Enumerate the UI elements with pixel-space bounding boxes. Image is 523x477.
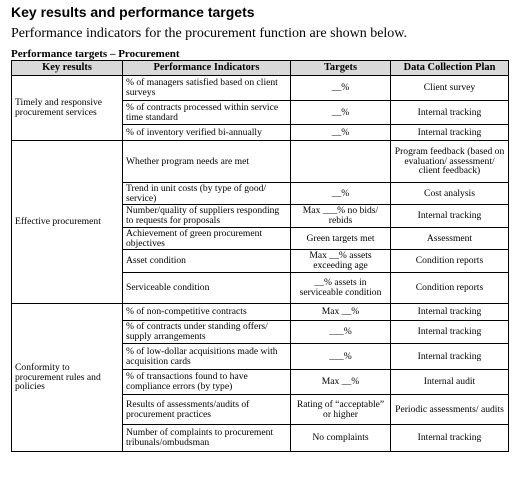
indicator-cell: Results of assessments/audits of procure… (122, 394, 291, 425)
target-cell: No complaints (290, 424, 391, 452)
plan-cell: Internal tracking (390, 100, 509, 125)
plan-cell: Internal tracking (390, 320, 509, 344)
key-result-cell: Conformity to procurement rules and poli… (11, 303, 123, 452)
plan-cell: Internal tracking (390, 343, 509, 370)
target-cell: __% (290, 75, 391, 101)
target-cell: Max ___% no bids/ rebids (290, 204, 391, 228)
plan-cell: Client survey (390, 75, 509, 101)
target-cell: __% assets in serviceable condition (290, 272, 391, 304)
table-row: Number of complaints to procurement trib… (12, 424, 509, 452)
table-row: Number/quality of suppliers responding t… (12, 204, 509, 228)
indicator-cell: % of contracts under standing offers/ su… (122, 320, 291, 344)
target-cell: Rating of “acceptable” or higher (290, 394, 391, 425)
indicator-cell: % of low-dollar acquisitions made with a… (122, 343, 291, 370)
plan-cell: Internal tracking (390, 303, 509, 321)
plan-cell: Internal tracking (390, 204, 509, 228)
key-result-cell: Effective procurement (11, 140, 123, 304)
plan-cell: Condition reports (390, 272, 509, 304)
indicator-cell: Number of complaints to procurement trib… (122, 424, 291, 452)
plan-cell: Internal tracking (390, 424, 509, 452)
plan-cell: Assessment (390, 227, 509, 250)
table-row: % of transactions found to have complian… (12, 369, 509, 395)
target-cell: Max __% assets exceeding age (290, 249, 391, 273)
indicator-cell: % of transactions found to have complian… (122, 369, 291, 395)
column-header-targets: Targets (290, 60, 391, 76)
plan-cell: Periodic assessments/ audits (390, 394, 509, 425)
intro-paragraph: Performance indicators for the procureme… (11, 26, 408, 41)
key-result-cell: Timely and responsive procurement servic… (11, 75, 123, 141)
indicator-cell: Trend in unit costs (by type of good/ se… (122, 182, 291, 205)
plan-cell: Internal audit (390, 369, 509, 395)
indicator-cell: % of inventory verified bi-annually (122, 124, 291, 141)
target-cell: ___% (290, 320, 391, 344)
table-row: Serviceable condition __% assets in serv… (12, 272, 509, 304)
table-row: % of contracts under standing offers/ su… (12, 320, 509, 344)
indicator-cell: Whether program needs are met (122, 140, 291, 183)
table-row: Achievement of green procurement objecti… (12, 227, 509, 250)
plan-cell: Cost analysis (390, 182, 509, 205)
indicator-cell: Number/quality of suppliers responding t… (122, 204, 291, 228)
target-cell (290, 140, 391, 183)
table-caption: Performance targets – Procurement (11, 48, 180, 60)
indicator-cell: Serviceable condition (122, 272, 291, 304)
section-heading: Key results and performance targets (11, 4, 255, 20)
column-header-key-results: Key results (11, 60, 123, 76)
indicator-cell: Asset condition (122, 249, 291, 273)
indicator-cell: % of contracts processed within service … (122, 100, 291, 125)
indicator-cell: % of managers satisfied based on client … (122, 75, 291, 101)
table-header-row: Key results Performance Indicators Targe… (11, 60, 509, 76)
target-cell: Green targets met (290, 227, 391, 250)
plan-cell: Condition reports (390, 249, 509, 273)
target-cell: Max __% (290, 303, 391, 321)
table-row: Effective procurement Whether program ne… (11, 140, 509, 304)
target-cell: __% (290, 100, 391, 125)
target-cell: __% (290, 124, 391, 141)
table-row: Timely and responsive procurement servic… (11, 75, 509, 141)
document-page: Key results and performance targets Perf… (11, 3, 511, 452)
target-cell: __% (290, 182, 391, 205)
plan-cell: Internal tracking (390, 124, 509, 141)
column-header-data-collection-plan: Data Collection Plan (390, 60, 509, 76)
table-row: Conformity to procurement rules and poli… (11, 303, 509, 452)
table-row: % of low-dollar acquisitions made with a… (12, 343, 509, 370)
indicator-cell: % of non-competitive contracts (122, 303, 291, 321)
target-cell: Max __% (290, 369, 391, 395)
target-cell: ___% (290, 343, 391, 370)
indicator-cell: Achievement of green procurement objecti… (122, 227, 291, 250)
column-header-performance-indicators: Performance Indicators (122, 60, 291, 76)
table-row: % of contracts processed within service … (12, 100, 509, 125)
plan-cell: Program feedback (based on evaluation/ a… (390, 140, 509, 183)
performance-targets-table: Key results Performance Indicators Targe… (11, 60, 509, 452)
